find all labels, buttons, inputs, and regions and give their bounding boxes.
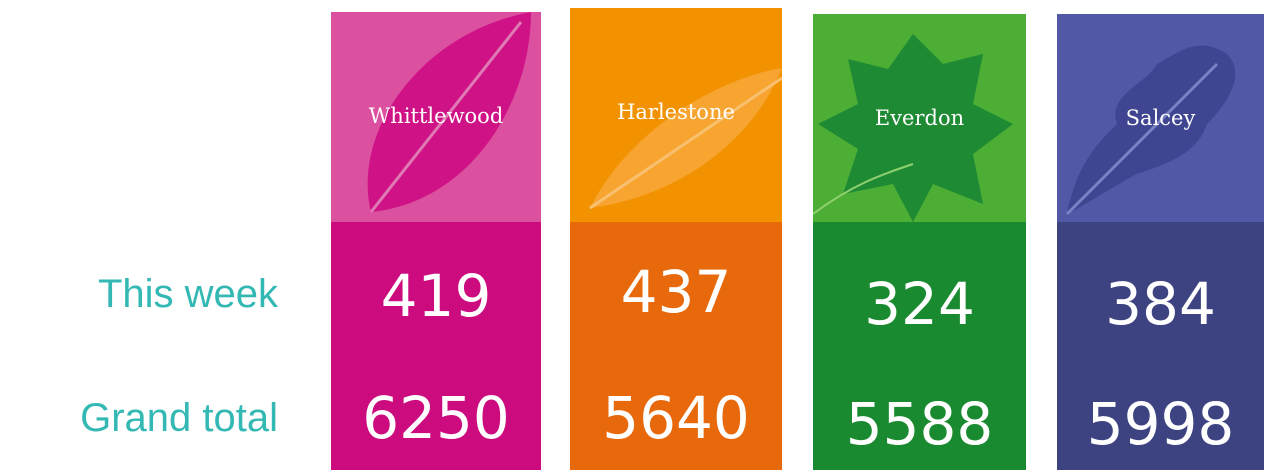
site-name: Harlestone <box>570 100 782 124</box>
site-counts: 437 5640 <box>570 222 782 470</box>
site-name: Whittlewood <box>331 104 541 128</box>
grand-total-count: 5998 <box>1057 390 1264 458</box>
row-label: Grand total <box>80 396 278 441</box>
site-header: Harlestone <box>570 8 782 222</box>
site-column: Salcey 384 5998 <box>1057 14 1264 470</box>
site-column: Everdon 324 5588 <box>813 14 1026 470</box>
row-label: This week <box>98 272 278 317</box>
site-counts: 324 5588 <box>813 222 1026 470</box>
site-column: Whittlewood 419 6250 <box>331 12 541 470</box>
site-counts: 384 5998 <box>1057 222 1264 470</box>
grand-total-count: 5640 <box>570 384 782 452</box>
site-column: Harlestone 437 5640 <box>570 8 782 470</box>
site-header: Salcey <box>1057 14 1264 222</box>
grand-total-count: 5588 <box>813 390 1026 458</box>
grand-total-count: 6250 <box>331 384 541 452</box>
site-name: Everdon <box>813 106 1026 130</box>
this-week-count: 419 <box>331 262 541 330</box>
this-week-count: 437 <box>570 258 782 326</box>
this-week-count: 324 <box>813 270 1026 338</box>
this-week-count: 384 <box>1057 270 1264 338</box>
page: This week Grand total Whittlewood 419 62… <box>0 0 1264 470</box>
site-counts: 419 6250 <box>331 222 541 470</box>
site-name: Salcey <box>1057 106 1264 130</box>
site-header: Everdon <box>813 14 1026 222</box>
site-header: Whittlewood <box>331 12 541 222</box>
